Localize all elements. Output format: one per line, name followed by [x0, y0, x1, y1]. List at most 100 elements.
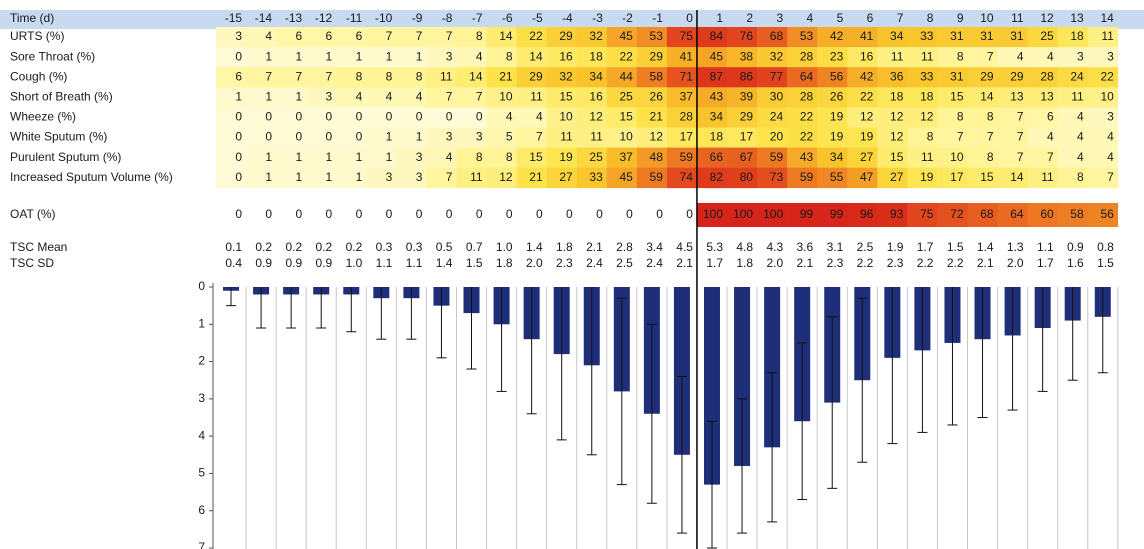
cell-value: 3 — [235, 29, 242, 43]
heat-cell — [246, 67, 277, 88]
heat-cell — [216, 203, 247, 227]
cell-value: 80 — [740, 170, 754, 184]
cell-value: 12 — [890, 110, 904, 124]
heat-cell — [1087, 107, 1119, 128]
heat-cell — [336, 47, 367, 68]
heat-cell — [426, 203, 457, 227]
cell-value: 18 — [890, 89, 904, 103]
cell-value: 16 — [589, 89, 603, 103]
heat-cell — [877, 107, 908, 128]
heat-cell — [1087, 87, 1119, 108]
heat-cell — [757, 107, 788, 128]
heat-cell — [426, 67, 457, 88]
cell-value: 48 — [650, 150, 664, 164]
heat-cell — [1087, 167, 1119, 189]
day-label: 2 — [746, 11, 753, 25]
cell-value: 0 — [235, 130, 242, 144]
cell-value: 6 — [326, 29, 333, 43]
heat-cell — [937, 147, 968, 168]
cell-value: 1 — [265, 49, 272, 63]
heat-cell — [817, 47, 848, 68]
cell-value: 99 — [830, 207, 844, 221]
cell-value: 0.2 — [285, 240, 302, 254]
heat-cell — [516, 107, 547, 128]
day-label: 9 — [957, 11, 964, 25]
heat-cell — [486, 47, 517, 68]
heat-cell — [396, 203, 427, 227]
row-label: Cough (%) — [10, 69, 67, 83]
cell-value: 8 — [386, 69, 393, 83]
cell-value: 8 — [987, 150, 994, 164]
cell-value: 53 — [800, 29, 814, 43]
heat-cell — [997, 147, 1028, 168]
cell-value: 37 — [680, 89, 694, 103]
heat-cell — [787, 107, 818, 128]
cell-value: 4 — [416, 89, 423, 103]
cell-value: 11 — [1071, 89, 1084, 103]
cell-value: 8 — [506, 150, 513, 164]
cell-value: 93 — [890, 207, 904, 221]
cell-value: 2.3 — [556, 256, 573, 270]
heat-cell — [396, 107, 427, 128]
heat-cell — [757, 203, 788, 227]
cell-value: 2.2 — [947, 256, 964, 270]
cell-value: 8 — [356, 69, 363, 83]
cell-value: 0 — [326, 130, 333, 144]
heat-cell — [1087, 67, 1119, 88]
heat-cell — [817, 67, 848, 88]
cell-value: 18 — [920, 89, 934, 103]
cell-value: 3 — [1107, 110, 1114, 124]
heat-cell — [336, 67, 367, 88]
cell-value: 31 — [980, 29, 994, 43]
cell-value: 0 — [265, 130, 272, 144]
heat-cell — [1027, 167, 1058, 189]
cell-value: 0 — [386, 110, 393, 124]
cell-value: 18 — [1070, 29, 1084, 43]
heat-cell — [276, 47, 307, 68]
heat-cell — [396, 87, 427, 108]
cell-value: 11 — [530, 89, 543, 103]
bar — [734, 287, 751, 466]
cell-value: 4 — [1107, 150, 1114, 164]
cell-value: 7 — [957, 130, 964, 144]
cell-value: 21 — [499, 69, 513, 83]
day-label: 0 — [686, 11, 693, 25]
cell-value: 2.0 — [766, 256, 783, 270]
heat-cell — [877, 87, 908, 108]
heat-cell — [606, 127, 638, 148]
heat-cell — [696, 47, 728, 68]
heat-cell — [1057, 107, 1089, 128]
cell-value: 11 — [1041, 170, 1054, 184]
cell-value: 26 — [830, 89, 844, 103]
cell-value: 7 — [1017, 130, 1024, 144]
heat-cell — [967, 203, 998, 227]
heat-cell — [1057, 47, 1089, 68]
heat-cell — [666, 107, 698, 128]
heat-cell — [576, 147, 608, 168]
cell-value: 1 — [326, 49, 333, 63]
cell-value: 3 — [416, 150, 423, 164]
cell-value: 7 — [1107, 170, 1114, 184]
cell-value: 34 — [830, 150, 844, 164]
cell-value: 25 — [589, 150, 603, 164]
cell-value: 4 — [1107, 130, 1114, 144]
heat-cell — [306, 147, 337, 168]
cell-value: 21 — [529, 170, 543, 184]
heat-cell — [787, 67, 818, 88]
row-label: Sore Throat (%) — [10, 49, 95, 63]
heat-cell — [636, 127, 668, 148]
cell-value: 0 — [446, 110, 453, 124]
cell-value: 28 — [800, 89, 814, 103]
heat-cell — [636, 147, 668, 168]
cell-value: 17 — [680, 130, 694, 144]
cell-value: 2.1 — [977, 256, 994, 270]
cell-value: 7 — [476, 89, 483, 103]
heat-cell — [606, 147, 638, 168]
cell-value: 7 — [987, 130, 994, 144]
heat-cell — [1027, 203, 1058, 227]
heat-cell — [907, 127, 938, 148]
heat-cell — [366, 107, 397, 128]
heat-cell — [516, 27, 547, 48]
cell-value: 8 — [957, 49, 964, 63]
heat-cell — [787, 87, 818, 108]
